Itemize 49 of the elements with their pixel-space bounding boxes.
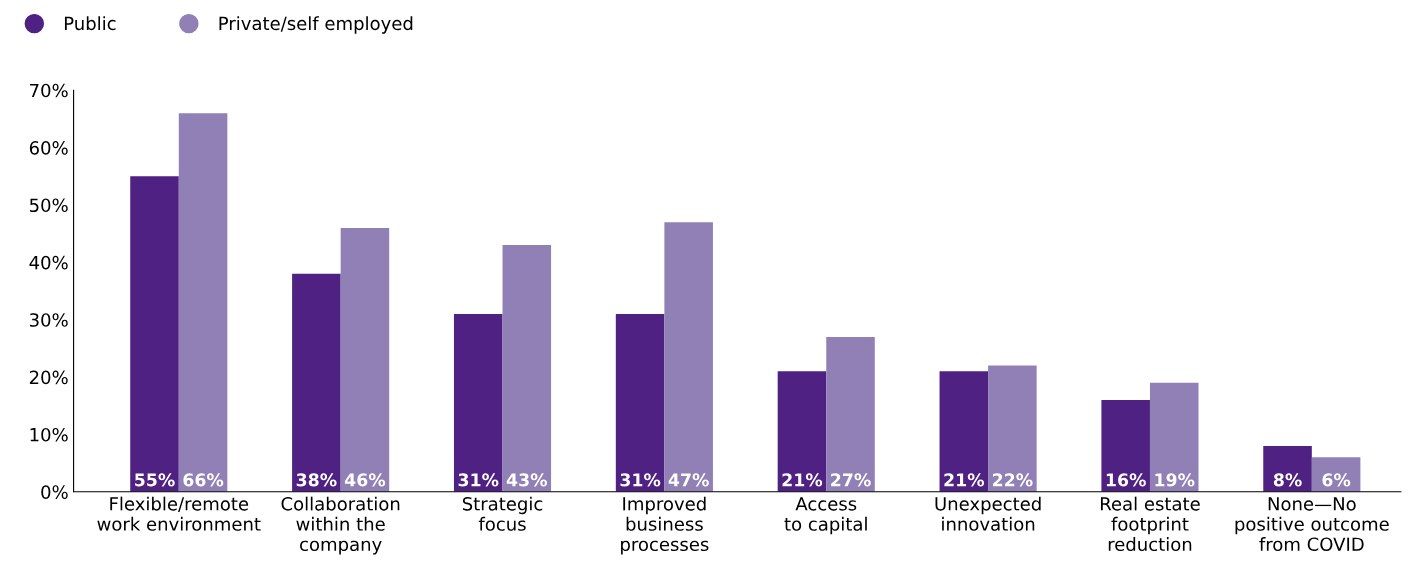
data-label: 46% xyxy=(344,473,386,487)
x-tick-label: Flexible/remote work environment xyxy=(97,496,261,531)
legend-label: Private/self employed xyxy=(219,16,413,34)
bar xyxy=(292,273,341,492)
data-label: 8% xyxy=(1273,473,1302,487)
data-label: 21% xyxy=(782,473,823,487)
y-tick-label: 0% xyxy=(41,485,68,499)
bar xyxy=(939,371,989,492)
y-tick-label: 50% xyxy=(29,198,68,213)
y-tick-label: 40% xyxy=(29,255,68,270)
bar xyxy=(178,113,228,492)
bar xyxy=(664,222,713,492)
x-tick-label: Access to capital xyxy=(784,497,867,535)
bar xyxy=(130,176,179,492)
y-tick-label: 10% xyxy=(30,427,68,442)
x-tick-label: None—No positive outcome from COVID xyxy=(1235,497,1389,552)
x-tick-label: Improved business processes xyxy=(621,496,709,555)
y-tick-label: 70% xyxy=(30,83,68,98)
data-label: 19% xyxy=(1155,473,1195,487)
bar xyxy=(777,371,827,492)
data-label: 66% xyxy=(183,473,224,487)
data-label: 43% xyxy=(506,473,548,487)
bar xyxy=(1263,445,1312,492)
data-label: 6% xyxy=(1322,473,1351,487)
x-tick-label: Unexpected innovation xyxy=(935,496,1041,531)
data-label: 55% xyxy=(135,473,175,487)
bar xyxy=(615,313,665,492)
legend-label: Public xyxy=(64,16,116,31)
data-label: 21% xyxy=(944,473,985,487)
data-label: 31% xyxy=(458,473,499,487)
bar xyxy=(988,365,1037,492)
data-label: 27% xyxy=(831,473,871,487)
bar xyxy=(340,227,390,492)
y-tick-label: 20% xyxy=(29,370,68,385)
x-tick-label: Collaboration within the company xyxy=(281,496,400,555)
data-label: 22% xyxy=(992,473,1033,487)
bar xyxy=(826,336,875,492)
x-tick-label: Real estate footprint reduction xyxy=(1100,496,1200,552)
data-label: 38% xyxy=(296,473,337,487)
x-tick-label: Strategic focus xyxy=(462,496,543,531)
y-tick-label: 30% xyxy=(29,313,68,327)
bar xyxy=(1101,400,1150,492)
y-tick-label: 60% xyxy=(29,141,68,155)
data-label: 47% xyxy=(668,473,709,487)
bar xyxy=(1149,382,1199,492)
data-label: 16% xyxy=(1106,473,1146,487)
bar xyxy=(502,245,552,492)
bar xyxy=(453,313,503,492)
data-label: 31% xyxy=(620,473,661,487)
